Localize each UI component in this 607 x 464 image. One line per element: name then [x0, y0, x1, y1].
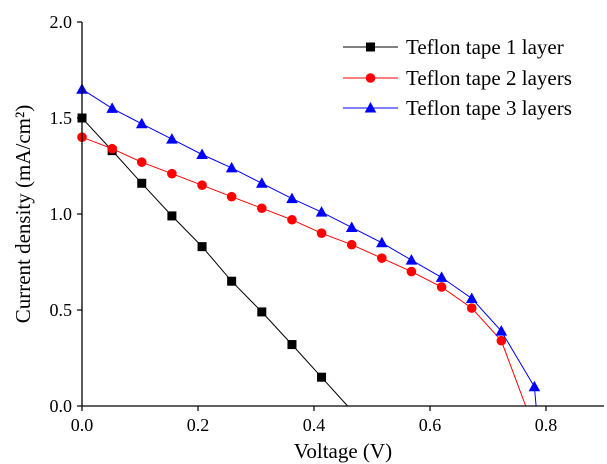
data-point-series-3 — [405, 254, 418, 265]
data-point-series-3 — [376, 236, 388, 248]
legend-marker-1 — [366, 42, 375, 52]
x-axis-title: Voltage (V) — [294, 439, 392, 463]
data-point-series-2 — [436, 282, 447, 292]
data-point-series-3 — [435, 271, 448, 282]
data-point-series-3 — [465, 292, 478, 303]
data-point-series-3 — [196, 148, 208, 159]
x-tick-label: 0.2 — [187, 415, 210, 435]
data-point-series-2 — [406, 266, 417, 277]
y-tick-label: 0.5 — [50, 300, 73, 320]
data-point-series-2 — [167, 168, 177, 179]
y-axis-title: Current density (mA/cm²) — [11, 105, 35, 324]
x-tick-label: 0.0 — [71, 415, 94, 435]
data-point-series-3 — [286, 192, 298, 204]
data-point-series-3 — [166, 133, 178, 144]
data-point-series-1 — [167, 211, 177, 221]
data-point-series-3 — [315, 206, 328, 217]
data-point-series-2 — [287, 214, 297, 225]
data-point-series-2 — [226, 191, 237, 202]
data-point-series-2 — [107, 143, 117, 154]
legend-marker-2 — [365, 73, 376, 83]
data-point-series-1 — [317, 372, 327, 382]
data-point-series-2 — [466, 303, 477, 313]
data-point-series-1 — [137, 178, 147, 188]
legend-label-3: Teflon tape 3 layers — [406, 96, 572, 120]
series-line-2 — [81, 136, 527, 407]
data-point-series-1 — [227, 276, 237, 286]
series-line-3 — [81, 88, 537, 407]
legend: Teflon tape 1 layer Teflon tape 2 layers T… — [343, 35, 572, 120]
data-point-series-1 — [287, 340, 297, 350]
y-tick-label: 0.0 — [50, 396, 73, 416]
x-axis-ticks: 0.0 0.2 0.4 0.6 0.8 — [71, 406, 558, 435]
y-tick-label: 1.5 — [50, 108, 73, 128]
plot-area: 0.0 0.2 0.4 0.6 0.8 0.0 0.5 1.0 1.5 2.0 — [50, 12, 604, 435]
data-point-series-2 — [316, 228, 327, 238]
data-point-series-3 — [256, 177, 268, 188]
data-point-series-3 — [225, 161, 238, 173]
x-tick-label: 0.4 — [303, 415, 326, 435]
data-point-series-3 — [345, 221, 358, 232]
x-tick-label: 0.8 — [535, 415, 558, 435]
data-point-series-2 — [197, 180, 207, 190]
data-point-series-2 — [136, 157, 147, 167]
series-markers — [76, 83, 541, 392]
data-point-series-2 — [377, 253, 387, 263]
legend-label-2: Teflon tape 2 layers — [406, 66, 572, 90]
data-point-series-3 — [106, 102, 118, 113]
data-point-series-1 — [257, 307, 267, 317]
data-point-series-3 — [135, 117, 148, 129]
y-axis-ticks: 0.0 0.5 1.0 1.5 2.0 — [50, 12, 82, 416]
data-point-series-2 — [346, 239, 357, 250]
series-lines — [81, 88, 537, 407]
data-point-series-1 — [197, 242, 207, 252]
data-point-series-3 — [528, 380, 541, 392]
series-line-1 — [81, 117, 348, 407]
y-tick-label: 2.0 — [50, 12, 73, 32]
data-point-series-2 — [496, 335, 507, 346]
data-point-series-3 — [495, 325, 508, 336]
legend-label-1: Teflon tape 1 layer — [406, 35, 564, 59]
legend-marker-3 — [364, 102, 377, 113]
x-tick-label: 0.6 — [419, 415, 442, 435]
data-point-series-2 — [257, 203, 267, 214]
y-tick-label: 1.0 — [50, 204, 73, 224]
